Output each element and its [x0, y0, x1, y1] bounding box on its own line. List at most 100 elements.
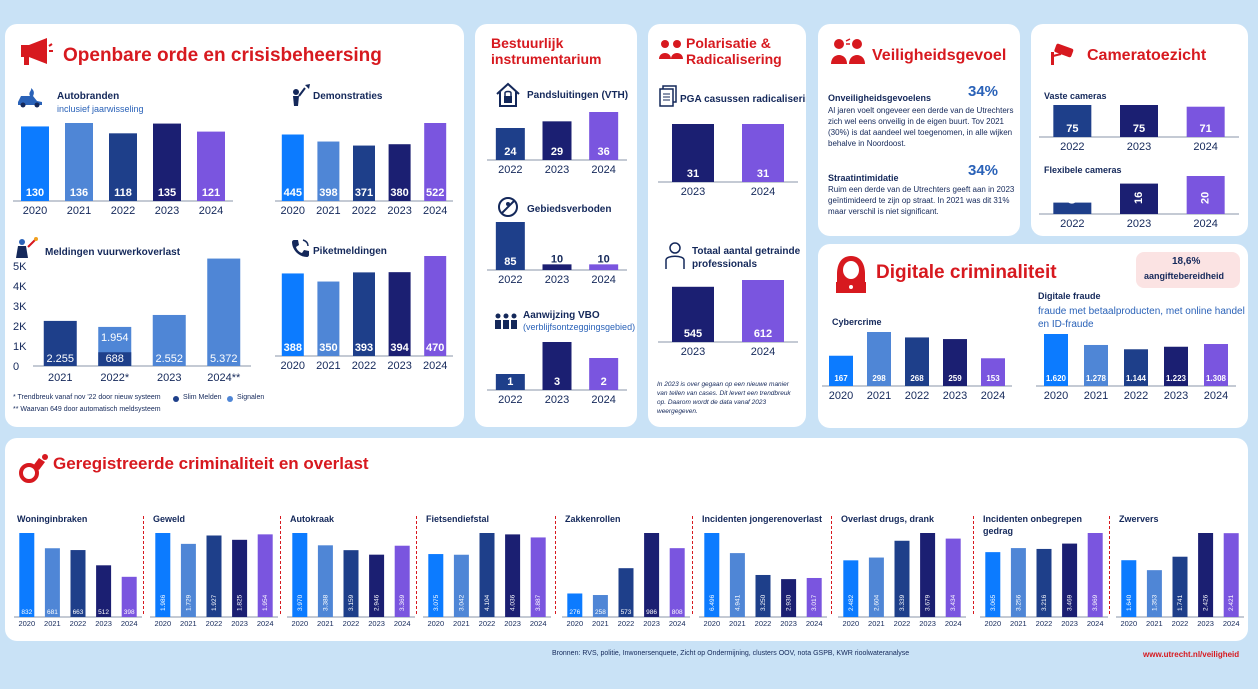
bar-value: 1.640	[1126, 594, 1133, 611]
x-tick-label: 2022	[352, 205, 376, 217]
straatintimidatie-text: Ruim een derde van de Utrechters geeft a…	[828, 185, 1015, 216]
vaste-title: Vaste cameras	[1044, 91, 1107, 101]
bar-2023	[96, 565, 112, 617]
bar-2023	[644, 533, 660, 617]
piket-title: Piketmeldingen	[313, 246, 387, 257]
bar-value: 1	[507, 376, 513, 388]
footer-url[interactable]: www.utrecht.nl/veiligheid	[1143, 650, 1240, 659]
chart-fraude: 1.620 2020 1.278 2021 1.144 2022 1.223 2023 1.30…	[1036, 334, 1236, 402]
radical-group-icon	[659, 40, 683, 59]
x-tick-label: 2021	[67, 205, 91, 217]
x-tick-label: 2024	[199, 205, 223, 217]
bar-value: 258	[595, 609, 606, 616]
vuurwerk-title: Meldingen vuurwerkoverlast	[45, 247, 181, 258]
bar-2020	[281, 134, 304, 201]
bar-value: 1.729	[185, 594, 192, 611]
chart-g5: 276 2020 258 2021 573 2022 986 2023 808 2024	[562, 533, 690, 628]
bar-value: 1.954	[262, 594, 269, 611]
x-tick-label: 2022	[894, 619, 911, 628]
y-tick-label: 1K	[13, 341, 27, 353]
fraude-title: Digitale fraude	[1038, 291, 1101, 301]
bar-value: 445	[284, 187, 302, 199]
y-tick-label: 2K	[13, 321, 27, 333]
bar-2021	[180, 543, 196, 617]
burning-car-icon	[18, 88, 42, 108]
x-tick-label: 2022	[498, 274, 522, 286]
bar-signalen-2024**	[207, 258, 241, 366]
bar-value: 398	[124, 609, 135, 616]
bar-2022	[495, 128, 525, 160]
bar-value: 75	[1133, 123, 1145, 135]
x-tick-label: 2023	[1127, 218, 1151, 230]
camera-title: Cameratoezicht	[1087, 47, 1207, 64]
bar-2024	[424, 256, 447, 356]
cyber-title: Cybercrime	[832, 317, 882, 327]
divider	[416, 516, 417, 614]
x-tick-label: 2022	[755, 619, 772, 628]
firework-person-icon	[16, 237, 38, 258]
bar-value: 663	[73, 609, 84, 616]
bar-value: 1.144	[1126, 374, 1147, 383]
x-tick-label: 2023	[545, 394, 569, 406]
bar-value: 20	[1200, 192, 1212, 204]
bar-2021	[1146, 570, 1162, 617]
bar-2024	[530, 537, 546, 617]
bar-value: 136	[70, 187, 88, 199]
digitaal-title: Digitale criminaliteit	[876, 262, 1057, 283]
bar-2021	[317, 141, 340, 201]
bar-2021	[868, 557, 884, 617]
gebied-title: Gebiedsverboden	[527, 204, 612, 215]
chart-vaste: 75 2022 75 2023 71 2024	[1039, 105, 1239, 153]
bar-2023	[369, 554, 385, 617]
chart-g4: 3.075 2020 3.042 2021 4.104 2022 4.036 2023 3.88…	[423, 533, 551, 628]
bar-value: 3.159	[348, 594, 355, 611]
x-tick-label: 2022	[618, 619, 635, 628]
bar-2023	[388, 272, 411, 356]
bar-value: 29	[551, 146, 563, 158]
bar-2022	[618, 568, 634, 617]
bar-value: 3.887	[535, 594, 542, 611]
x-tick-label: 2021	[317, 619, 334, 628]
aangifte-pct: 18,6%	[1172, 256, 1201, 267]
bar-value: 1.986	[160, 594, 167, 611]
bar-2020	[704, 533, 720, 617]
x-tick-label: 2022	[111, 205, 135, 217]
people-talking-icon	[831, 38, 865, 64]
bar-value: 3.250	[760, 594, 767, 611]
bar-2024	[589, 358, 619, 390]
x-tick-label: 2023	[1164, 390, 1188, 402]
x-tick-label: 2022	[1036, 619, 1053, 628]
bar-2022	[894, 540, 910, 617]
crime-chart-title: Geweld	[153, 514, 186, 524]
bar-2024	[1204, 344, 1228, 386]
prof-title-2: professionals	[692, 259, 758, 270]
document-stack-icon	[659, 85, 677, 107]
vuurwerk-note-1: * Trendbreuk vanaf nov '22 door nieuw sy…	[13, 394, 161, 401]
chart-vuurwerk: 0 1K 2K 3K 4K 5K 2.255 2021 1.954 688 2022* 2.552 20…	[13, 258, 251, 384]
x-tick-label: 2020	[154, 619, 171, 628]
bar-value: 3.042	[458, 594, 465, 611]
x-tick-label: 2024	[751, 346, 775, 358]
bar-2022	[353, 145, 375, 201]
bar-2023	[542, 342, 572, 390]
x-tick-label: 2024	[121, 619, 138, 628]
x-tick-label: 2023	[1061, 619, 1078, 628]
x-tick-label: 2024	[981, 390, 1005, 402]
panel-digitaal: Digitale criminaliteit 18,6% aangifteber…	[818, 244, 1248, 428]
openbare-title: Openbare orde en crisisbeheersing	[63, 45, 382, 66]
no-entry-icon	[498, 197, 518, 217]
bar-2024	[742, 280, 784, 342]
x-tick-label: 2020	[829, 390, 853, 402]
bar-value: 3.075	[433, 594, 440, 611]
bar-2023	[153, 123, 181, 201]
x-tick-label: 2022	[498, 164, 522, 176]
x-tick-label: 2022	[479, 619, 496, 628]
x-tick-label: 2021	[1084, 390, 1108, 402]
bar-2024	[394, 545, 410, 617]
bestuurlijk-title-1: Bestuurlijk	[491, 35, 564, 51]
bar-2023	[920, 533, 936, 617]
x-tick-label: 2020	[1120, 619, 1137, 628]
divider	[280, 516, 281, 614]
bar-2023	[943, 339, 967, 386]
bar-value: 16	[1133, 192, 1145, 204]
